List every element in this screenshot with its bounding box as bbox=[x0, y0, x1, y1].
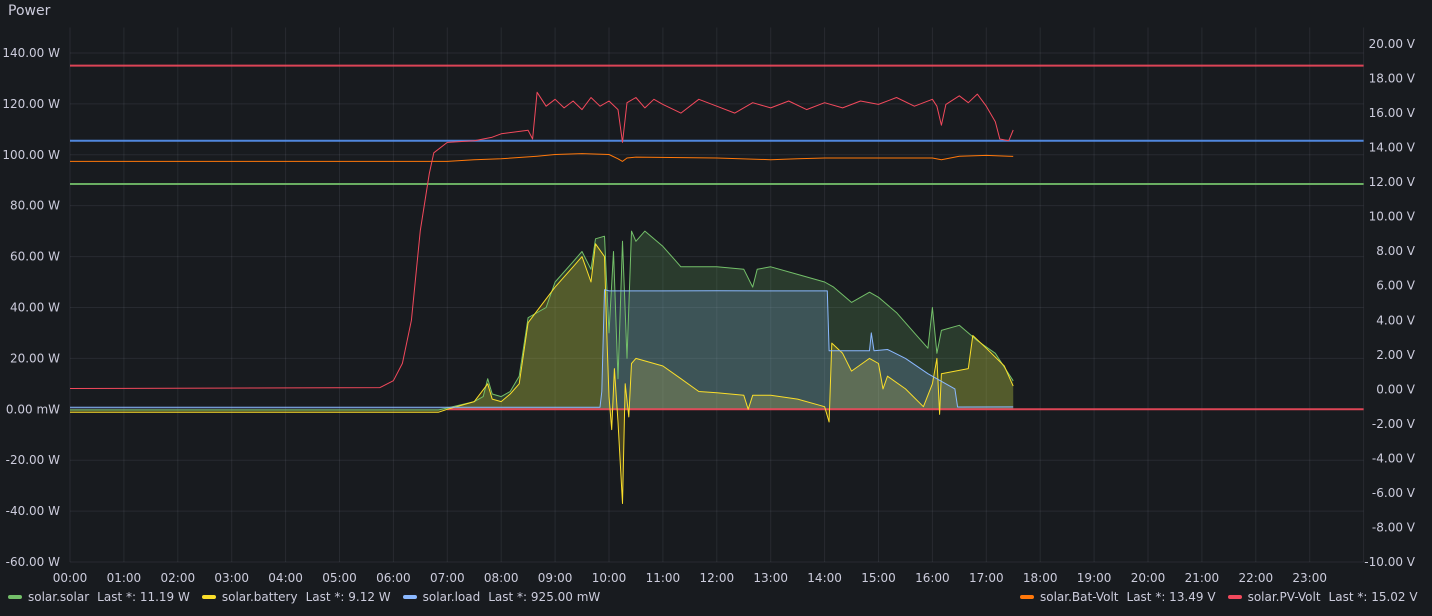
legend-last-value: Last *: 15.02 V bbox=[1328, 590, 1418, 604]
x-tick-label: 03:00 bbox=[214, 571, 249, 585]
y-left-tick-label: 40.00 W bbox=[10, 300, 60, 314]
y-right-tick-label: 16.00 V bbox=[1369, 106, 1416, 120]
y-right-tick-label: -2.00 V bbox=[1372, 417, 1416, 431]
series-line-solar-load bbox=[70, 289, 1014, 408]
y-right-tick-label: 20.00 V bbox=[1369, 37, 1416, 51]
legend-last-value: Last *: 13.49 V bbox=[1126, 590, 1216, 604]
series-fill-solar-solar bbox=[70, 231, 1014, 410]
x-tick-label: 18:00 bbox=[1023, 571, 1058, 585]
x-tick-label: 23:00 bbox=[1292, 571, 1327, 585]
y-left-tick-label: 140.00 W bbox=[2, 46, 60, 60]
legend-last-value: Last *: 925.00 mW bbox=[488, 590, 601, 604]
x-tick-label: 00:00 bbox=[53, 571, 88, 585]
y-left-tick-label: -60.00 W bbox=[6, 555, 60, 569]
y-right-tick-label: 12.00 V bbox=[1369, 175, 1416, 189]
legend-item[interactable]: solar.battery Last *: 9.12 W bbox=[201, 590, 391, 604]
legend-right: solar.Bat-Volt Last *: 13.49 V solar.PV-Vo… bbox=[1020, 590, 1418, 604]
y-right-tick-label: 8.00 V bbox=[1376, 244, 1416, 258]
legend-color-swatch-icon bbox=[402, 595, 417, 599]
x-tick-label: 17:00 bbox=[969, 571, 1004, 585]
x-tick-label: 16:00 bbox=[915, 571, 950, 585]
y-right-tick-label: 2.00 V bbox=[1376, 348, 1416, 362]
series-line-solar-solar bbox=[70, 230, 1014, 411]
y-right-tick-label: 0.00 V bbox=[1376, 382, 1416, 396]
x-tick-label: 05:00 bbox=[322, 571, 357, 585]
y-right-tick-label: 6.00 V bbox=[1376, 279, 1416, 293]
series-line-solar-PV-Volt bbox=[69, 91, 1014, 389]
y-left-tick-label: 100.00 W bbox=[2, 148, 60, 162]
legend-item[interactable]: solar.load Last *: 925.00 mW bbox=[402, 590, 601, 604]
y-left-tick-label: 80.00 W bbox=[10, 199, 60, 213]
x-tick-label: 06:00 bbox=[376, 571, 411, 585]
y-left-tick-label: 20.00 W bbox=[10, 351, 60, 365]
legend-item[interactable]: solar.Bat-Volt Last *: 13.49 V bbox=[1020, 590, 1216, 604]
y-left-tick-label: -20.00 W bbox=[6, 453, 60, 467]
legend-series-name: solar.PV-Volt bbox=[1247, 590, 1321, 604]
x-tick-label: 21:00 bbox=[1185, 571, 1220, 585]
x-tick-label: 12:00 bbox=[700, 571, 735, 585]
y-right-tick-label: -8.00 V bbox=[1372, 520, 1416, 534]
x-tick-label: 02:00 bbox=[161, 571, 196, 585]
x-tick-label: 15:00 bbox=[861, 571, 896, 585]
y-right-tick-label: 4.00 V bbox=[1376, 313, 1416, 327]
x-tick-label: 22:00 bbox=[1239, 571, 1274, 585]
x-tick-label: 11:00 bbox=[646, 571, 681, 585]
y-right-tick-label: 14.00 V bbox=[1369, 141, 1416, 155]
series-fill-solar-battery bbox=[70, 243, 1014, 504]
panel-title: Power bbox=[8, 3, 51, 19]
series-line-solar-battery bbox=[70, 243, 1014, 504]
y-left-tick-label: 60.00 W bbox=[10, 250, 60, 264]
legend-last-value: Last *: 9.12 W bbox=[305, 590, 391, 604]
legend-series-name: solar.solar bbox=[28, 590, 90, 604]
y-right-tick-label: 18.00 V bbox=[1369, 72, 1416, 86]
y-right-tick-label: 10.00 V bbox=[1369, 210, 1416, 224]
legend-item[interactable]: solar.solar Last *: 11.19 W bbox=[8, 590, 190, 604]
y-right-tick-label: -6.00 V bbox=[1372, 486, 1416, 500]
x-tick-label: 20:00 bbox=[1131, 571, 1166, 585]
y-right-tick-label: -10.00 V bbox=[1364, 555, 1415, 569]
x-tick-label: 09:00 bbox=[538, 571, 573, 585]
legend-left: solar.solar Last *: 11.19 W solar.battery L… bbox=[8, 590, 600, 604]
series-line-solar-Bat-Volt bbox=[70, 153, 1014, 162]
y-left-tick-label: 120.00 W bbox=[2, 97, 60, 111]
y-left-tick-label: -40.00 W bbox=[6, 504, 60, 518]
series-fill-solar-load bbox=[70, 289, 1014, 410]
x-tick-label: 04:00 bbox=[268, 571, 303, 585]
x-tick-label: 14:00 bbox=[807, 571, 842, 585]
legend-color-swatch-icon bbox=[1020, 595, 1034, 599]
y-right-tick-label: -4.00 V bbox=[1372, 451, 1416, 465]
x-tick-label: 08:00 bbox=[484, 571, 519, 585]
y-left-tick-label: 0.00 mW bbox=[6, 402, 60, 416]
legend-color-swatch-icon bbox=[201, 595, 216, 599]
legend-series-name: solar.battery bbox=[221, 590, 298, 604]
legend-item[interactable]: solar.PV-Volt Last *: 15.02 V bbox=[1227, 590, 1418, 604]
legend-color-swatch-icon bbox=[1227, 595, 1242, 599]
legend-series-name: solar.Bat-Volt bbox=[1040, 590, 1119, 604]
legend-color-swatch-icon bbox=[8, 595, 22, 599]
legend-series-name: solar.load bbox=[422, 590, 481, 604]
x-tick-label: 10:00 bbox=[592, 571, 627, 585]
x-tick-label: 19:00 bbox=[1077, 571, 1112, 585]
x-tick-label: 13:00 bbox=[753, 571, 788, 585]
x-tick-label: 07:00 bbox=[430, 571, 465, 585]
legend-last-value: Last *: 11.19 W bbox=[97, 590, 190, 604]
x-tick-label: 01:00 bbox=[107, 571, 142, 585]
